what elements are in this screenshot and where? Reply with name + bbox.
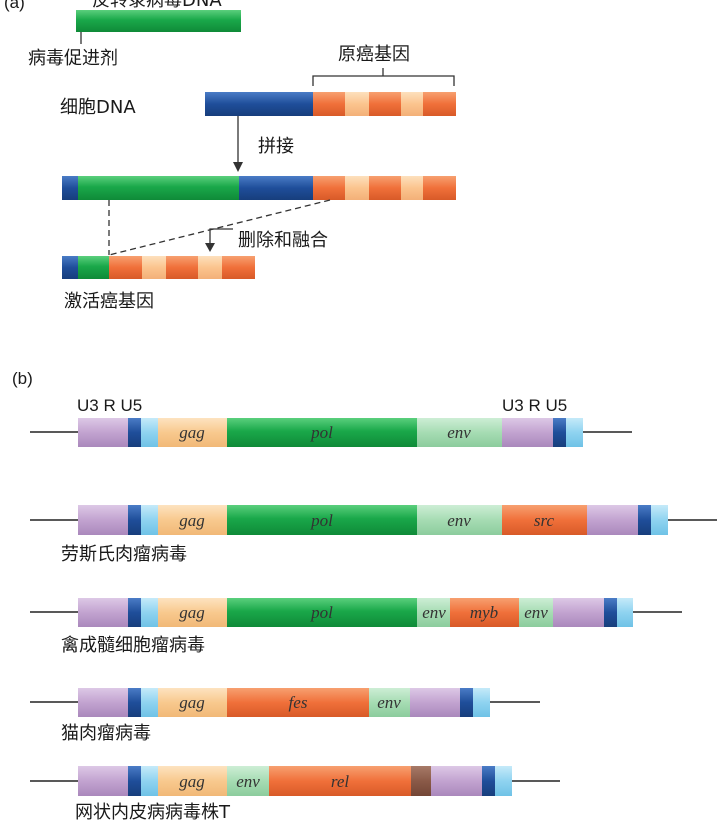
gene-myb: myb: [470, 603, 498, 622]
gene-rel: rel: [331, 772, 350, 791]
gene-pol: pol: [310, 423, 333, 442]
virus-name-avian: 禽成髓细胞瘤病毒: [61, 635, 205, 656]
activated-oncogene-label: 激活癌基因: [64, 291, 154, 312]
gene-env: env: [447, 511, 471, 530]
virus-name-feline: 猫肉瘤病毒: [61, 723, 151, 744]
gene-fes: fes: [289, 693, 308, 712]
gene-env: env: [524, 603, 548, 622]
delete-fuse-arrow-head: [205, 243, 215, 252]
deletion-line-right: [108, 199, 331, 256]
ltr-left-label: U3 R U5: [77, 396, 142, 415]
delete-fuse-arrow: [209, 228, 233, 247]
gene-gag: gag: [179, 772, 205, 791]
viral-dna-bar: [76, 10, 241, 32]
integrated-dna-bar: [62, 176, 456, 200]
promoter-label: 病毒促进剂: [28, 48, 118, 69]
delete-fuse-label: 删除和融合: [238, 230, 328, 251]
genome-row: gag env rel: [30, 766, 560, 796]
gene-gag: gag: [179, 603, 205, 622]
proto-oncogene-label: 原癌基因: [338, 44, 410, 65]
ltr-right-label: U3 R U5: [502, 396, 567, 415]
gene-env: env: [377, 693, 401, 712]
cell-dna-label: 细胞DNA: [60, 97, 136, 118]
virus-name-rous: 劳斯氏肉瘤病毒: [61, 544, 187, 565]
gene-gag: gag: [179, 693, 205, 712]
genome-row: gag fes env: [30, 688, 540, 717]
panel-b-label: (b): [12, 369, 33, 388]
gene-env: env: [422, 603, 446, 622]
activated-oncogene-bar: [62, 256, 255, 279]
gene-gag: gag: [179, 423, 205, 442]
gene-pol: pol: [310, 603, 333, 622]
genome-row: gag pol env myb env: [30, 598, 682, 627]
panel-a-label: (a): [4, 0, 25, 12]
splice-arrow-head: [233, 162, 243, 172]
cell-dna-bar: [205, 92, 456, 116]
gene-env: env: [447, 423, 471, 442]
gene-pol: pol: [310, 511, 333, 530]
gene-env: env: [236, 772, 260, 791]
gene-gag: gag: [179, 511, 205, 530]
viral-dna-label: 反转录病毒DNA: [92, 0, 222, 11]
proto-oncogene-bracket: [312, 68, 455, 86]
genome-row: gag pol env: [30, 418, 632, 447]
gene-src: src: [534, 511, 555, 530]
splice-label: 拼接: [258, 136, 294, 157]
genome-row: gag pol env src: [30, 505, 717, 535]
virus-name-reticulo: 网状内皮病病毒株T: [75, 802, 231, 823]
